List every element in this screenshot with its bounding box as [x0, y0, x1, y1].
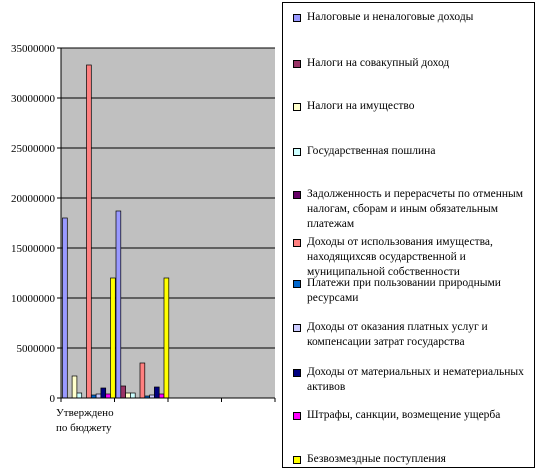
y-tick-label: 5000000: [17, 343, 56, 355]
legend-label: Штрафы, санкции, возмещение ущерба: [307, 409, 501, 421]
bar-series-10-cat-1: [163, 277, 170, 399]
bar-series-2-cat-1: [125, 392, 131, 399]
legend-item: Доходы от материальных и нематериальных …: [293, 365, 529, 395]
legend-item: Задолженность и перерасчеты по отменным …: [293, 187, 529, 232]
legend-swatch: [293, 239, 301, 247]
bar-series-1-cat-1: [120, 385, 126, 399]
bar-series-3-cat-1: [130, 392, 136, 399]
legend-swatch: [293, 148, 301, 156]
legend-label: Налоговые и неналоговые доходы: [307, 11, 474, 23]
legend-label: Безвозмездные поступления: [307, 453, 446, 465]
legend-item: Безвозмездные поступления: [293, 452, 529, 467]
y-tick-label: 20000000: [11, 193, 56, 205]
x-axis-ticks: [60, 398, 276, 402]
bar-series-9-cat-0: [105, 393, 111, 399]
bar-series-0-cat-0: [62, 217, 68, 399]
bar-series-0-cat-1: [115, 210, 122, 399]
legend-swatch: [293, 280, 301, 288]
legend-item: Доходы от использования имущества, наход…: [293, 235, 529, 280]
legend-swatch: [293, 412, 301, 420]
legend-swatch: [293, 324, 301, 332]
legend-label: Задолженность и перерасчеты по отменным …: [307, 188, 524, 230]
legend-swatch: [293, 456, 301, 464]
bar-series-9-cat-1: [158, 393, 165, 399]
legend-item: Доходы от оказания платных услуг и компе…: [293, 320, 529, 350]
bar-series-2-cat-0: [71, 375, 78, 399]
legend-label: Платежи при пользовании природными ресур…: [307, 277, 501, 304]
legend-label: Доходы от оказания платных услуг и компе…: [307, 321, 488, 348]
legend-label: Налоги на имущество: [307, 100, 415, 112]
y-tick-label: 0: [50, 393, 56, 405]
y-tick-label: 30000000: [11, 93, 56, 105]
legend-label: Доходы от использования имущества, наход…: [307, 236, 493, 278]
legend-swatch: [293, 191, 301, 199]
bar-series-7-cat-0: [95, 393, 102, 399]
legend-label: Доходы от материальных и нематериальных …: [307, 366, 524, 393]
legend-swatch: [293, 14, 301, 22]
bars: [62, 64, 170, 399]
legend-item: Государственная пошлина: [293, 144, 529, 159]
legend-label: Государственная пошлина: [307, 145, 436, 157]
y-tick-label: 15000000: [11, 243, 56, 255]
legend-item: Налоги на совакупный доход: [293, 56, 529, 71]
legend-label: Налоги на совакупный доход: [307, 57, 450, 69]
legend-item: Штрафы, санкции, возмещение ущерба: [293, 408, 529, 423]
legend-item: Налоговые и неналоговые доходы: [293, 10, 529, 25]
legend-swatch: [293, 369, 301, 377]
legend-item: Платежи при пользовании природными ресур…: [293, 276, 529, 306]
legend: Налоговые и неналоговые доходы Налоги на …: [282, 2, 535, 468]
y-tick-label: 35000000: [11, 43, 56, 55]
y-tick-label: 25000000: [11, 143, 56, 155]
legend-item: Налоги на имущество: [293, 99, 529, 114]
x-category-label: Утверждено: [56, 407, 114, 419]
bar-series-8-cat-1: [154, 386, 160, 399]
y-tick-label: 10000000: [11, 293, 56, 305]
legend-swatch: [293, 60, 301, 68]
bar-series-5-cat-1: [139, 362, 146, 399]
legend-swatch: [293, 103, 301, 111]
bar-series-10-cat-0: [110, 277, 116, 399]
bar-series-3-cat-0: [76, 392, 83, 399]
bar-series-8-cat-0: [100, 387, 107, 399]
y-axis-ticks: 0 5000000 10000000 15000000 20000000 25000000…: [11, 43, 61, 405]
x-category-label-line2: по бюджету: [56, 422, 112, 434]
bar-series-5-cat-0: [86, 64, 92, 399]
